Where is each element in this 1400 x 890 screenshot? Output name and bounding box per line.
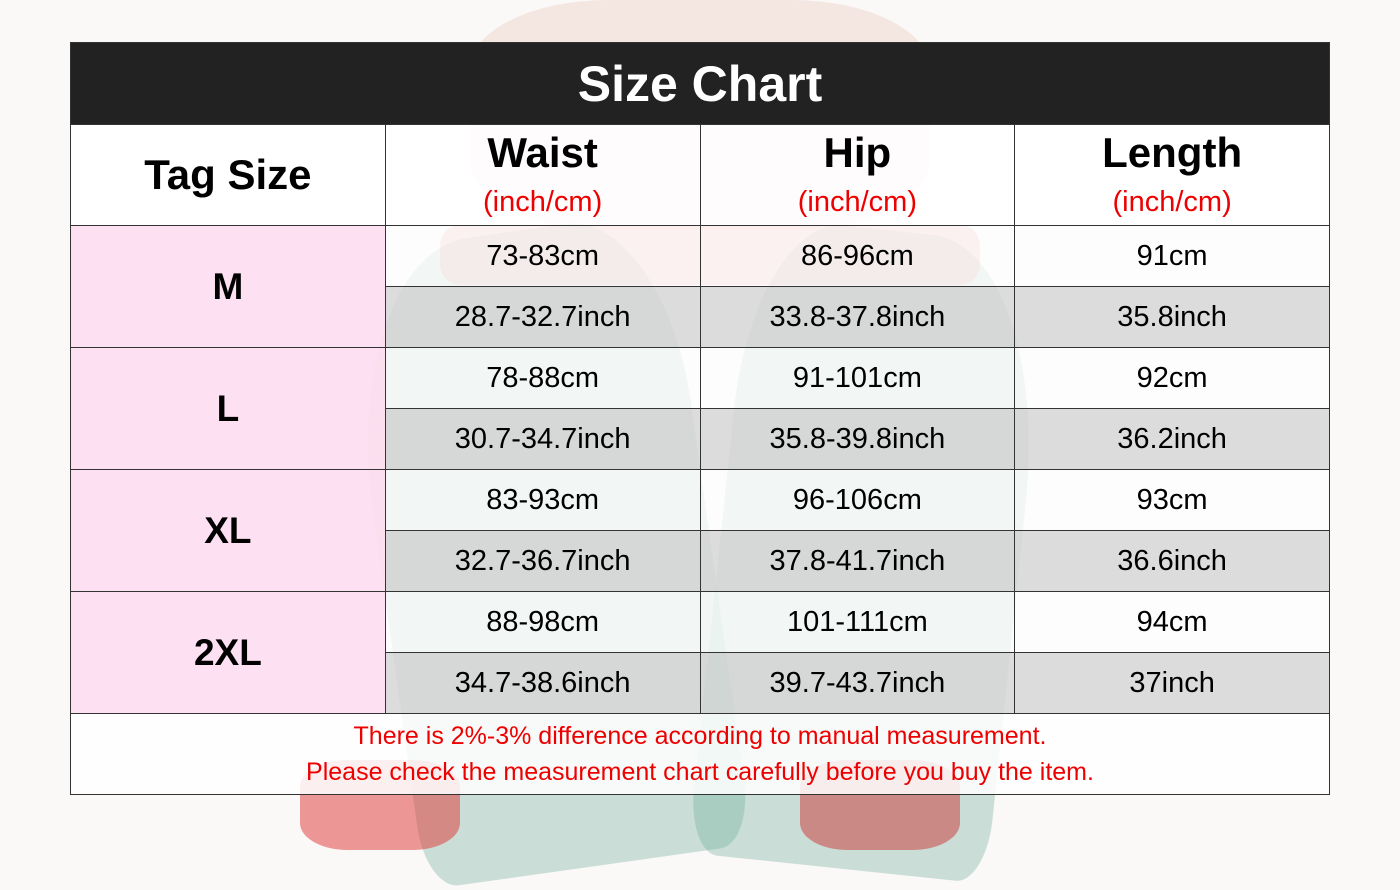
- table-row-inch: 30.7-34.7inch 35.8-39.8inch 36.2inch: [71, 408, 1330, 470]
- hip-inch-cell: 33.8-37.8inch: [699, 286, 1016, 348]
- waist-inch-cell: 28.7-32.7inch: [384, 286, 701, 348]
- length-cm-cell: 93cm: [1014, 469, 1330, 531]
- hip-cm-cell: 101-111cm: [699, 591, 1016, 653]
- tag-size-cell: 2XL: [70, 591, 386, 714]
- measurement-note: There is 2%-3% difference according to m…: [70, 713, 1330, 795]
- table-row-cm: XL 83-93cm 96-106cm 93cm: [70, 469, 1330, 592]
- size-chart-table: Size Chart Tag Size Waist (inch/cm) Hip (i…: [70, 42, 1330, 795]
- header-length: Length (inch/cm): [1014, 124, 1330, 226]
- note-line: Please check the measurement chart caref…: [306, 758, 1094, 786]
- waist-inch-cell: 32.7-36.7inch: [384, 530, 701, 592]
- table-row-cm: M 73-83cm 86-96cm 91cm: [70, 225, 1330, 348]
- chart-title: Size Chart: [70, 42, 1330, 125]
- waist-cm-cell: 83-93cm: [384, 469, 701, 531]
- hip-cm-cell: 91-101cm: [699, 347, 1016, 409]
- header-tag-size: Tag Size: [70, 124, 386, 226]
- tag-size-cell: XL: [70, 469, 386, 592]
- header-waist: Waist (inch/cm): [384, 124, 701, 226]
- waist-inch-cell: 30.7-34.7inch: [384, 408, 701, 470]
- length-inch-cell: 37inch: [1014, 652, 1330, 714]
- tag-size-cell: M: [70, 225, 386, 348]
- length-inch-cell: 36.2inch: [1014, 408, 1330, 470]
- table-row-cm: 2XL 88-98cm 101-111cm 94cm: [70, 591, 1330, 714]
- table-row-inch: 28.7-32.7inch 33.8-37.8inch 35.8inch: [71, 286, 1330, 348]
- waist-cm-cell: 78-88cm: [384, 347, 701, 409]
- length-inch-cell: 36.6inch: [1014, 530, 1330, 592]
- table-row-cm: L 78-88cm 91-101cm 92cm: [70, 347, 1330, 470]
- waist-cm-cell: 88-98cm: [384, 591, 701, 653]
- length-cm-cell: 91cm: [1014, 225, 1330, 287]
- tag-size-cell: L: [70, 347, 386, 470]
- length-cm-cell: 94cm: [1014, 591, 1330, 653]
- waist-inch-cell: 34.7-38.6inch: [384, 652, 701, 714]
- length-cm-cell: 92cm: [1014, 347, 1330, 409]
- hip-cm-cell: 96-106cm: [699, 469, 1016, 531]
- length-inch-cell: 35.8inch: [1014, 286, 1330, 348]
- hip-inch-cell: 37.8-41.7inch: [699, 530, 1016, 592]
- hip-inch-cell: 35.8-39.8inch: [699, 408, 1016, 470]
- header-row: Tag Size Waist (inch/cm) Hip (inch/cm) Len…: [70, 124, 1330, 226]
- note-line: There is 2%-3% difference according to m…: [353, 722, 1047, 750]
- hip-cm-cell: 86-96cm: [699, 225, 1016, 287]
- table-row-inch: 32.7-36.7inch 37.8-41.7inch 36.6inch: [71, 530, 1330, 592]
- hip-inch-cell: 39.7-43.7inch: [699, 652, 1016, 714]
- header-hip: Hip (inch/cm): [699, 124, 1016, 226]
- waist-cm-cell: 73-83cm: [384, 225, 701, 287]
